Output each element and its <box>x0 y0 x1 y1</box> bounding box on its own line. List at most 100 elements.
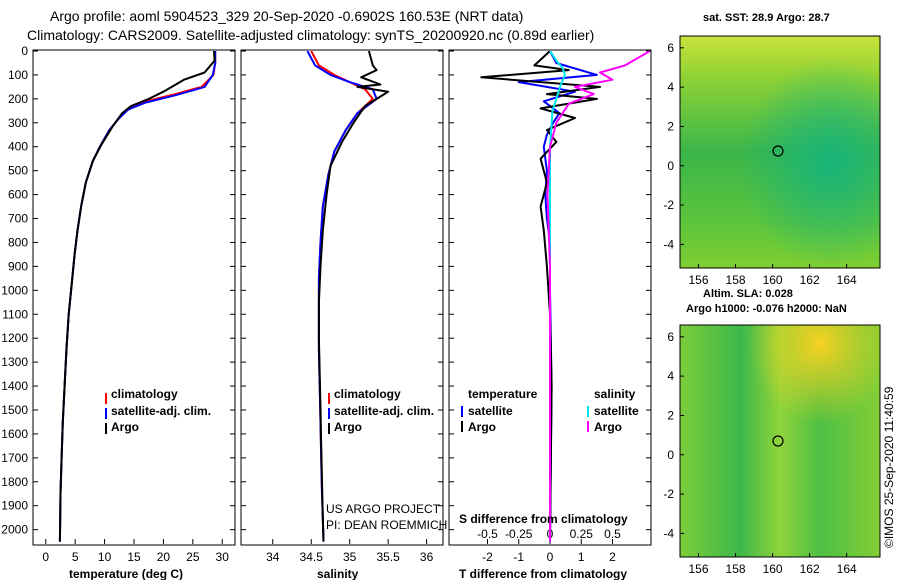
depth-tick-label: 500 <box>8 164 28 178</box>
depth-tick-label: 1700 <box>1 451 28 465</box>
x-tick-label: 0 <box>42 550 49 564</box>
figure-title-line1: Argo profile: aoml 5904523_329 20-Sep-20… <box>50 8 523 24</box>
sla-map-axes: 6 4 2 0 -2 -4 156 158 160 162 164 <box>663 330 857 576</box>
salinity-panel-frame <box>240 49 444 546</box>
depth-tick-label: 1000 <box>1 283 28 297</box>
depth-tick-label: 1200 <box>1 331 28 345</box>
series-line-satellite-adj-clim- <box>58 51 217 542</box>
sla-map-title2: Argo h1000: -0.076 h2000: NaN <box>686 303 847 315</box>
map-x-tick-label: 160 <box>763 562 783 576</box>
depth-tick-label: 900 <box>8 259 28 273</box>
difference-panel-frame <box>448 49 652 546</box>
legend-argo-label: Argo <box>334 420 362 434</box>
legend-satellite-label: satellite-adj. clim. <box>111 404 211 418</box>
argo-float-marker <box>772 145 784 157</box>
series-line-argo <box>58 51 216 542</box>
depth-tick-label: 100 <box>8 68 28 82</box>
credit-line1: US ARGO PROJECT <box>326 502 441 516</box>
depth-tick-label: 1500 <box>1 403 28 417</box>
x2-tick-label: 0.25 <box>570 527 594 541</box>
x-tick-label: 2 <box>609 550 616 564</box>
depth-tick-label: 0 <box>21 44 28 58</box>
map-x-tick-label: 156 <box>689 562 709 576</box>
x-tick-label: 36 <box>420 550 434 564</box>
salinity-legend: climatology satellite-adj. clim. Argo <box>328 387 434 434</box>
legend-s-satellite-label: satellite <box>594 404 639 418</box>
sla-map-frame <box>679 324 881 558</box>
sla-high-patch <box>680 325 880 557</box>
x-tick-label: -2 <box>482 550 493 564</box>
legend-salinity-header: salinity <box>594 387 636 401</box>
legend-satellite-label: satellite-adj. clim. <box>334 404 434 418</box>
temperature-plot: 0 5 10 15 20 25 30 <box>42 51 229 564</box>
depth-tick-label: 300 <box>8 116 28 130</box>
depth-tick-label: 200 <box>8 92 28 106</box>
map-y-tick-label: -2 <box>663 198 674 212</box>
map-y-tick-label: 0 <box>667 159 674 173</box>
s-difference-axis-label: S difference from climatology <box>459 512 628 526</box>
x-tick-label: 1 <box>578 550 585 564</box>
difference-plot: -2 -1 0 1 2-0.5 -0.25 0 0.25 0.5 <box>477 51 650 564</box>
temperature-axis-label: temperature (deg C) <box>69 567 183 580</box>
x-tick-label: -1 <box>513 550 524 564</box>
sst-map-frame <box>679 35 881 269</box>
depth-tick-label: 1100 <box>2 307 28 321</box>
map-y-tick-label: 0 <box>667 448 674 462</box>
difference-legend: temperature satellite Argo salinity sate… <box>461 387 639 434</box>
map-y-tick-label: 6 <box>667 330 674 344</box>
temperature-legend: climatology satellite-adj. clim. Argo <box>105 387 211 434</box>
series-line-climatology <box>58 51 217 542</box>
map-y-tick-label: 2 <box>667 408 674 422</box>
depth-tick-label: 1300 <box>1 355 28 369</box>
sst-map-axes: 6 4 2 0 -2 -4 156 158 160 162 164 <box>663 41 857 287</box>
credit-line2: PI: DEAN ROEMMICH <box>326 518 447 532</box>
depth-tick-label: 2000 <box>1 523 28 537</box>
x-tick-label: 5 <box>72 550 79 564</box>
sla-map <box>679 324 881 558</box>
map-y-tick-label: -4 <box>663 526 674 540</box>
sst-map <box>679 35 881 269</box>
depth-tick-label: 1800 <box>1 475 28 489</box>
x-tick-label: 34 <box>266 550 280 564</box>
argo-float-marker <box>772 435 784 447</box>
salinity-plot: 34 34.5 35 35.5 36 <box>266 51 434 564</box>
x-tick-label: 35 <box>343 550 357 564</box>
map-x-tick-label: 158 <box>726 562 746 576</box>
map-x-tick-label: 160 <box>763 273 783 287</box>
map-x-tick-label: 158 <box>726 273 746 287</box>
legend-t-satellite-label: satellite <box>468 404 513 418</box>
map-x-tick-label: 164 <box>837 273 857 287</box>
x-tick-label: 34.5 <box>300 550 324 564</box>
legend-s-argo-label: Argo <box>594 420 622 434</box>
sst-map-title: sat. SST: 28.9 Argo: 28.7 <box>703 12 830 24</box>
depth-tick-label: 400 <box>8 140 28 154</box>
map-x-tick-label: 164 <box>837 562 857 576</box>
depth-axis: 0 100 200 300 400 500 600 700 800 900 1000 1100 1200… <box>1 44 651 537</box>
depth-tick-label: 800 <box>8 235 28 249</box>
temperature-panel-frame <box>32 49 236 546</box>
map-x-tick-label: 162 <box>800 562 820 576</box>
x2-tick-label: 0.5 <box>604 527 621 541</box>
x-tick-label: 15 <box>127 550 141 564</box>
map-x-tick-label: 156 <box>689 273 709 287</box>
legend-argo-label: Argo <box>111 420 139 434</box>
x2-tick-label: -0.5 <box>477 527 498 541</box>
figure-title-line2: Climatology: CARS2009. Satellite-adjuste… <box>27 27 594 43</box>
sst-cool-patch <box>680 36 880 268</box>
map-x-tick-label: 162 <box>800 273 820 287</box>
series-line-salinity-argo <box>546 51 650 542</box>
salinity-axis-label: salinity <box>317 567 359 580</box>
depth-tick-label: 700 <box>8 212 28 226</box>
depth-tick-label: 600 <box>8 188 28 202</box>
sla-map-title1: Altim. SLA: 0.028 <box>703 288 793 300</box>
x-tick-label: 10 <box>98 550 112 564</box>
x-tick-label: 0 <box>547 550 554 564</box>
x-tick-label: 30 <box>216 550 230 564</box>
map-y-tick-label: 6 <box>667 41 674 55</box>
legend-climatology-label: climatology <box>111 387 178 401</box>
legend-climatology-label: climatology <box>334 387 401 401</box>
t-difference-axis-label: T difference from climatology <box>459 567 627 580</box>
depth-tick-label: 1900 <box>1 499 28 513</box>
map-y-tick-label: -4 <box>663 237 674 251</box>
